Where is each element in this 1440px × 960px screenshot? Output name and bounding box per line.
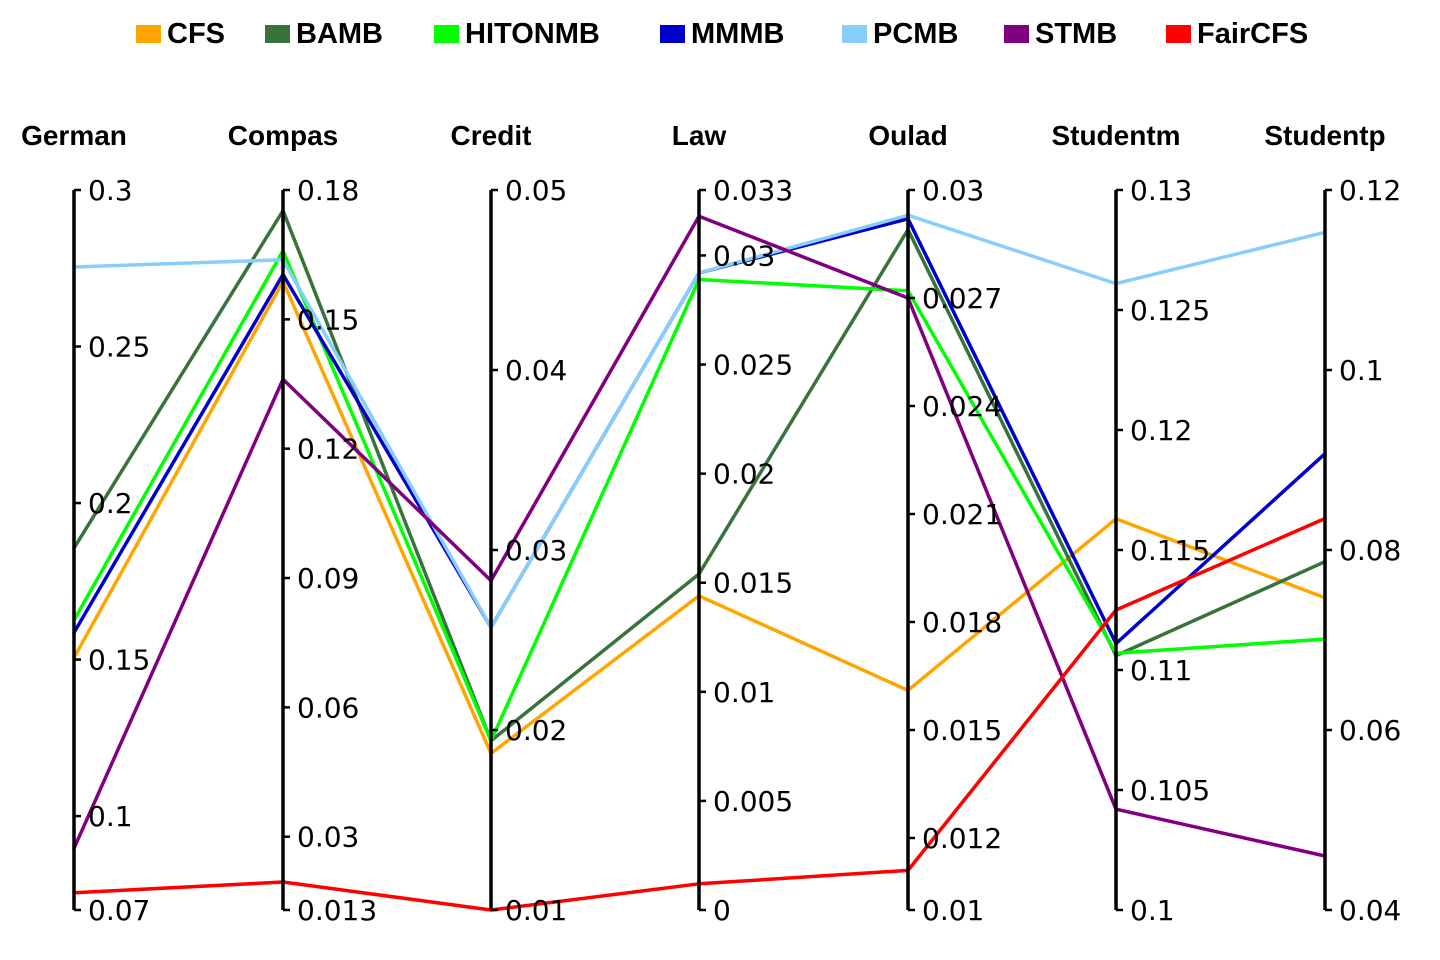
tick-label-german: 0.1 bbox=[88, 800, 133, 833]
tick-label-law: 0.015 bbox=[713, 567, 793, 600]
axes: German 0.07 0.1 0.15 0.2 0.25 0.3 Compas 0.013 0.… bbox=[21, 120, 1401, 927]
legend-label-mmmb: MMMB bbox=[691, 18, 784, 50]
tick-label-law: 0.005 bbox=[713, 785, 793, 818]
axis-title-compas: Compas bbox=[228, 120, 338, 151]
tick-label-compas: 0.15 bbox=[297, 303, 359, 336]
tick-label-compas: 0.03 bbox=[297, 821, 359, 854]
legend-label-hitonmb: HITONMB bbox=[465, 18, 600, 50]
legend-item-pcmb: PCMB bbox=[842, 18, 958, 50]
tick-label-compas: 0.12 bbox=[297, 433, 359, 466]
legend-swatch-bamb bbox=[265, 25, 290, 43]
axis-title-credit: Credit bbox=[451, 120, 532, 151]
legend-item-bamb: BAMB bbox=[265, 18, 383, 50]
axis-law: Law 0 0.005 0.01 0.015 0.02 0.025 0.03 0.033 bbox=[672, 120, 793, 927]
axis-credit: Credit 0.01 0.02 0.03 0.04 0.05 bbox=[451, 120, 568, 927]
legend-label-pcmb: PCMB bbox=[873, 18, 958, 50]
legend-swatch-faircfs bbox=[1166, 25, 1191, 43]
tick-label-studentm: 0.105 bbox=[1130, 774, 1210, 807]
tick-label-oulad: 0.018 bbox=[922, 606, 1002, 639]
axis-studentm: Studentm 0.1 0.105 0.11 0.115 0.12 0.125 0.13 bbox=[1051, 120, 1210, 927]
tick-label-law: 0 bbox=[713, 894, 731, 927]
legend-label-cfs: CFS bbox=[167, 18, 225, 50]
tick-label-studentp: 0.12 bbox=[1339, 174, 1401, 207]
legend-label-bamb: BAMB bbox=[296, 18, 383, 50]
tick-label-studentp: 0.08 bbox=[1339, 534, 1401, 567]
axis-studentp: Studentp 0.04 0.06 0.08 0.1 0.12 bbox=[1264, 120, 1401, 927]
tick-label-oulad: 0.01 bbox=[922, 894, 984, 927]
axis-title-studentp: Studentp bbox=[1264, 120, 1385, 151]
tick-label-oulad: 0.03 bbox=[922, 174, 984, 207]
tick-label-oulad: 0.024 bbox=[922, 390, 1002, 423]
legend-swatch-pcmb bbox=[842, 25, 867, 43]
tick-label-law: 0.033 bbox=[713, 174, 793, 207]
legend-item-stmb: STMB bbox=[1004, 18, 1117, 50]
tick-label-law: 0.025 bbox=[713, 349, 793, 382]
legend-swatch-mmmb bbox=[660, 25, 685, 43]
tick-label-credit: 0.02 bbox=[505, 714, 567, 747]
tick-label-german: 0.2 bbox=[88, 487, 133, 520]
tick-label-law: 0.01 bbox=[713, 676, 775, 709]
legend-item-hitonmb: HITONMB bbox=[434, 18, 600, 50]
axis-title-law: Law bbox=[672, 120, 727, 151]
tick-label-studentp: 0.06 bbox=[1339, 714, 1401, 747]
axis-compas: Compas 0.013 0.03 0.06 0.09 0.12 0.15 0.18 bbox=[228, 120, 377, 927]
tick-label-oulad: 0.027 bbox=[922, 282, 1002, 315]
tick-label-studentm: 0.1 bbox=[1130, 894, 1175, 927]
axis-title-oulad: Oulad bbox=[868, 120, 947, 151]
legend-label-faircfs: FairCFS bbox=[1197, 18, 1308, 50]
tick-label-studentm: 0.125 bbox=[1130, 294, 1210, 327]
legend-swatch-cfs bbox=[136, 25, 161, 43]
tick-label-law: 0.02 bbox=[713, 458, 775, 491]
legend-item-faircfs: FairCFS bbox=[1166, 18, 1308, 50]
axis-title-studentm: Studentm bbox=[1051, 120, 1180, 151]
tick-label-law: 0.03 bbox=[713, 239, 775, 272]
tick-label-compas: 0.013 bbox=[297, 894, 377, 927]
axis-german: German 0.07 0.1 0.15 0.2 0.25 0.3 bbox=[21, 120, 150, 927]
axis-oulad: Oulad 0.01 0.012 0.015 0.018 0.021 0.024 0.027 0… bbox=[868, 120, 1002, 927]
tick-label-studentm: 0.11 bbox=[1130, 654, 1192, 687]
axis-title-german: German bbox=[21, 120, 127, 151]
legend-swatch-stmb bbox=[1004, 25, 1029, 43]
legend-item-cfs: CFS bbox=[136, 18, 225, 50]
tick-label-compas: 0.18 bbox=[297, 174, 359, 207]
tick-label-compas: 0.09 bbox=[297, 562, 359, 595]
tick-label-oulad: 0.012 bbox=[922, 822, 1002, 855]
tick-label-credit: 0.01 bbox=[505, 894, 567, 927]
tick-label-credit: 0.03 bbox=[505, 534, 567, 567]
tick-label-german: 0.25 bbox=[88, 331, 150, 364]
legend: CFS BAMB HITONMB MMMB PCMB STMB FairCFS bbox=[136, 18, 1308, 50]
tick-label-oulad: 0.015 bbox=[922, 714, 1002, 747]
legend-swatch-hitonmb bbox=[434, 25, 459, 43]
legend-label-stmb: STMB bbox=[1035, 18, 1117, 50]
tick-label-compas: 0.06 bbox=[297, 691, 359, 724]
tick-label-studentp: 0.04 bbox=[1339, 894, 1401, 927]
tick-label-german: 0.07 bbox=[88, 894, 150, 927]
tick-label-credit: 0.05 bbox=[505, 174, 567, 207]
tick-label-studentp: 0.1 bbox=[1339, 354, 1384, 387]
tick-label-studentm: 0.115 bbox=[1130, 534, 1210, 567]
tick-label-credit: 0.04 bbox=[505, 354, 567, 387]
tick-label-german: 0.15 bbox=[88, 644, 150, 677]
tick-label-studentm: 0.12 bbox=[1130, 414, 1192, 447]
tick-label-oulad: 0.021 bbox=[922, 498, 1002, 531]
tick-label-studentm: 0.13 bbox=[1130, 174, 1192, 207]
legend-item-mmmb: MMMB bbox=[660, 18, 784, 50]
tick-label-german: 0.3 bbox=[88, 174, 133, 207]
